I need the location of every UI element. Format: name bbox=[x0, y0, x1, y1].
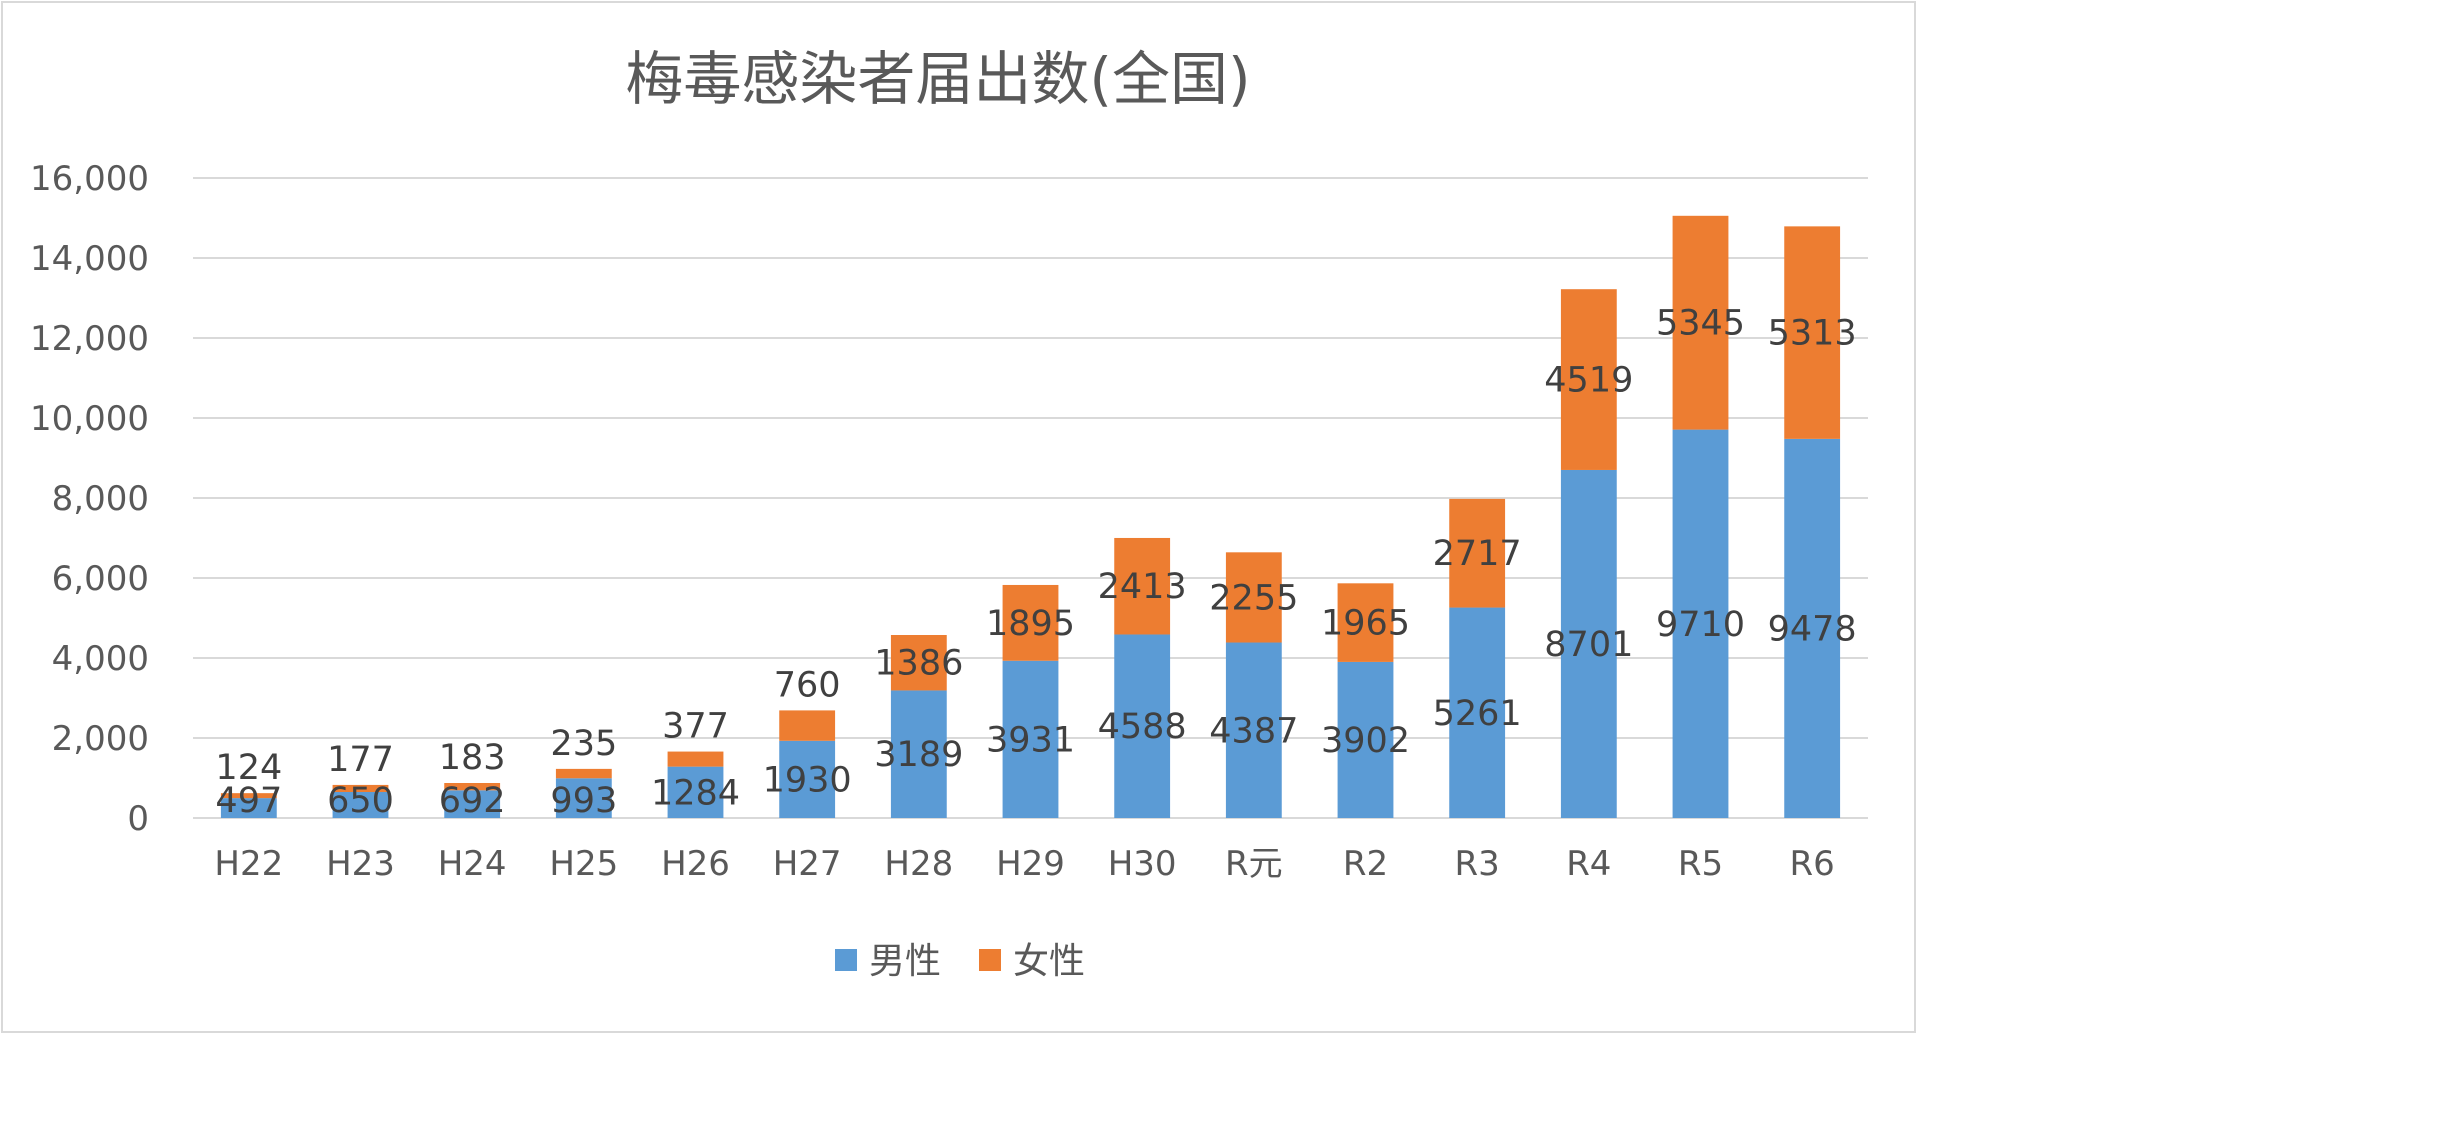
data-label: 124 bbox=[215, 748, 282, 788]
x-tick-label: H30 bbox=[1108, 844, 1177, 884]
data-label: 1930 bbox=[763, 760, 852, 800]
bar-segment-female bbox=[1337, 583, 1394, 662]
y-tick-label: 6,000 bbox=[52, 559, 149, 599]
y-axis-ticks: 0 2,000 4,000 6,000 8,000 10,000 12,000 14,000 1… bbox=[30, 159, 149, 839]
data-label: 8701 bbox=[1544, 625, 1633, 665]
y-tick-label: 0 bbox=[127, 799, 149, 839]
bar-segment-male bbox=[1784, 438, 1841, 818]
data-label: 177 bbox=[327, 740, 394, 780]
bar-segment-female bbox=[1449, 498, 1506, 608]
data-label: 235 bbox=[550, 724, 617, 764]
bar-segment-male bbox=[444, 790, 501, 818]
bar-segment-female bbox=[1002, 584, 1059, 661]
x-tick-label: H26 bbox=[661, 844, 730, 884]
x-axis-ticks: H22 H23 H24 H25 H26 H27 H28 H29 H30 R元 R2 R3 R4 R5 R6 bbox=[214, 844, 1834, 884]
bars bbox=[220, 215, 1841, 818]
bar-segment-male bbox=[1337, 661, 1394, 818]
x-tick-label: H25 bbox=[549, 844, 618, 884]
data-label: 3931 bbox=[986, 720, 1075, 760]
x-tick-label: R6 bbox=[1790, 844, 1835, 884]
x-tick-label: H27 bbox=[773, 844, 842, 884]
chart-title: 梅毒感染者届出数(全国) bbox=[625, 45, 1250, 113]
legend-swatch bbox=[979, 949, 1001, 971]
data-label: 760 bbox=[774, 665, 841, 705]
bar-segment-female bbox=[1560, 289, 1617, 470]
bar-segment-female bbox=[555, 768, 612, 779]
x-tick-label: R4 bbox=[1566, 844, 1611, 884]
data-label: 9710 bbox=[1656, 605, 1745, 645]
data-label: 5313 bbox=[1768, 314, 1857, 354]
data-label: 9478 bbox=[1768, 609, 1857, 649]
bar-segment-female bbox=[890, 635, 947, 691]
data-label: 497 bbox=[215, 781, 282, 821]
y-tick-label: 2,000 bbox=[52, 719, 149, 759]
bar-segment-male bbox=[1225, 642, 1282, 818]
bar-segment-male bbox=[1002, 660, 1059, 818]
bar-segment-male bbox=[779, 740, 836, 818]
y-tick-label: 10,000 bbox=[30, 399, 149, 439]
bar-segment-female bbox=[332, 784, 389, 792]
bar-segment-male bbox=[555, 778, 612, 818]
data-label: 2717 bbox=[1433, 534, 1522, 574]
bar-segment-male bbox=[220, 798, 277, 818]
bar-segment-female bbox=[1784, 226, 1841, 439]
x-tick-label: H23 bbox=[326, 844, 395, 884]
y-tick-label: 8,000 bbox=[52, 479, 149, 519]
bar-segment-female bbox=[444, 783, 501, 791]
legend-swatch bbox=[835, 949, 857, 971]
data-label: 1895 bbox=[986, 604, 1075, 644]
x-tick-label: H24 bbox=[438, 844, 507, 884]
legend-label: 女性 bbox=[1013, 941, 1085, 982]
data-label: 2255 bbox=[1209, 578, 1298, 618]
data-label: 3902 bbox=[1321, 721, 1410, 761]
data-label: 650 bbox=[327, 781, 394, 821]
bar-segment-female bbox=[667, 751, 724, 767]
data-label: 1386 bbox=[874, 644, 963, 684]
data-label: 183 bbox=[439, 738, 506, 778]
bar-segment-male bbox=[1449, 607, 1506, 818]
data-label: 1284 bbox=[651, 773, 740, 813]
data-label: 2413 bbox=[1098, 567, 1187, 607]
data-label: 4588 bbox=[1098, 707, 1187, 747]
legend: 男性 女性 bbox=[835, 941, 1085, 982]
data-label: 3189 bbox=[874, 735, 963, 775]
stacked-bar-chart: 梅毒感染者届出数(全国) 0 2,000 4,000 6,000 8,000 10,000… bbox=[30, 45, 1868, 982]
bar-segment-male bbox=[890, 690, 947, 818]
data-label: 4387 bbox=[1209, 711, 1298, 751]
bar-segment-male bbox=[1672, 429, 1729, 818]
x-tick-label: R5 bbox=[1678, 844, 1723, 884]
bar-segment-male bbox=[1114, 634, 1171, 818]
x-tick-label: H28 bbox=[884, 844, 953, 884]
bar-segment-female bbox=[1114, 537, 1171, 635]
x-tick-label: R元 bbox=[1225, 844, 1283, 884]
legend-label: 男性 bbox=[869, 941, 941, 982]
data-label: 692 bbox=[439, 781, 506, 821]
bar-segment-male bbox=[1560, 469, 1617, 818]
x-tick-label: H29 bbox=[996, 844, 1065, 884]
data-label: 377 bbox=[662, 707, 729, 747]
chart-area: 梅毒感染者届出数(全国) 0 2,000 4,000 6,000 8,000 10,000… bbox=[1, 1, 1916, 1033]
data-label: 993 bbox=[550, 781, 617, 821]
bar-segment-female bbox=[779, 710, 836, 741]
data-label: 5345 bbox=[1656, 304, 1745, 344]
y-tick-label: 4,000 bbox=[52, 639, 149, 679]
data-label: 5261 bbox=[1433, 694, 1522, 734]
data-label: 4519 bbox=[1544, 361, 1633, 401]
data-label: 1965 bbox=[1321, 604, 1410, 644]
bar-segment-female bbox=[1225, 552, 1282, 643]
y-tick-label: 16,000 bbox=[30, 159, 149, 199]
bar-segment-female bbox=[1672, 215, 1729, 430]
x-tick-label: R2 bbox=[1343, 844, 1388, 884]
bar-segment-male bbox=[667, 766, 724, 818]
bar-segment-male bbox=[332, 792, 389, 818]
y-tick-label: 12,000 bbox=[30, 319, 149, 359]
y-tick-label: 14,000 bbox=[30, 239, 149, 279]
bar-segment-female bbox=[220, 793, 277, 799]
x-tick-label: H22 bbox=[214, 844, 283, 884]
x-tick-label: R3 bbox=[1455, 844, 1500, 884]
